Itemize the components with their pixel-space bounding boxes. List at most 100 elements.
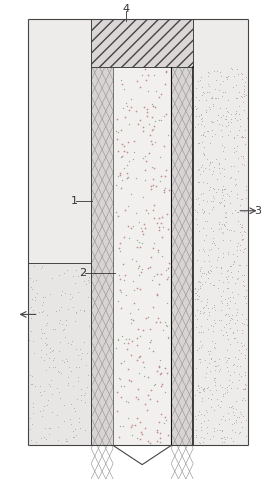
- Point: [84, 349, 89, 357]
- Point: [197, 165, 201, 173]
- Point: [149, 182, 154, 190]
- Point: [240, 232, 244, 240]
- Point: [119, 288, 123, 296]
- Point: [66, 266, 70, 274]
- Point: [234, 397, 238, 405]
- Point: [216, 185, 220, 193]
- Point: [79, 385, 84, 393]
- Point: [227, 227, 231, 234]
- Point: [86, 273, 91, 280]
- Point: [219, 198, 223, 205]
- Point: [197, 438, 201, 445]
- Point: [235, 326, 239, 334]
- Point: [70, 272, 75, 280]
- Point: [199, 328, 203, 336]
- Point: [216, 87, 221, 94]
- Point: [133, 393, 138, 400]
- Point: [136, 305, 140, 313]
- Point: [150, 206, 155, 214]
- Point: [237, 89, 241, 96]
- Point: [44, 379, 48, 387]
- Point: [195, 220, 200, 228]
- Point: [238, 411, 243, 418]
- Point: [64, 321, 68, 329]
- Point: [221, 111, 225, 119]
- Point: [201, 196, 205, 204]
- Text: 4: 4: [122, 4, 129, 13]
- Point: [231, 83, 235, 91]
- Point: [231, 134, 236, 141]
- Point: [79, 383, 83, 390]
- Point: [63, 289, 67, 297]
- Point: [62, 423, 67, 431]
- Point: [39, 433, 44, 441]
- Point: [82, 284, 87, 291]
- Point: [134, 285, 139, 292]
- Point: [75, 352, 80, 359]
- Point: [49, 367, 53, 375]
- Point: [118, 169, 123, 177]
- Point: [223, 210, 227, 217]
- Point: [222, 143, 227, 151]
- Point: [229, 162, 233, 170]
- Point: [238, 122, 242, 130]
- Point: [211, 102, 215, 110]
- Point: [44, 406, 48, 414]
- Point: [121, 85, 126, 92]
- Point: [72, 438, 76, 445]
- Point: [30, 314, 34, 322]
- Point: [217, 218, 221, 226]
- Point: [134, 243, 139, 251]
- Point: [197, 284, 202, 292]
- Point: [27, 363, 32, 371]
- Point: [39, 264, 44, 272]
- Point: [194, 105, 198, 113]
- Point: [205, 315, 209, 322]
- Point: [30, 372, 34, 379]
- Point: [215, 175, 219, 182]
- Point: [137, 218, 142, 226]
- Point: [230, 404, 235, 412]
- Point: [229, 115, 233, 123]
- Point: [56, 292, 60, 300]
- Point: [232, 135, 236, 142]
- Point: [74, 418, 78, 426]
- Point: [28, 366, 33, 374]
- Point: [60, 320, 65, 328]
- Point: [124, 335, 129, 343]
- Point: [233, 94, 238, 102]
- Point: [205, 217, 209, 225]
- Point: [83, 396, 87, 403]
- Point: [124, 161, 129, 169]
- Point: [221, 182, 225, 190]
- Point: [232, 368, 237, 376]
- Point: [215, 256, 219, 264]
- Point: [242, 351, 247, 359]
- Point: [61, 422, 65, 429]
- Point: [61, 425, 65, 433]
- Point: [201, 247, 206, 255]
- Point: [67, 348, 72, 356]
- Point: [69, 421, 73, 428]
- Point: [84, 296, 89, 303]
- Point: [218, 403, 222, 411]
- Point: [243, 133, 247, 141]
- Point: [193, 285, 197, 292]
- Point: [227, 193, 232, 200]
- Point: [61, 273, 66, 281]
- Point: [222, 166, 226, 173]
- Point: [198, 171, 202, 178]
- Point: [119, 153, 124, 161]
- Point: [210, 170, 214, 178]
- Point: [127, 234, 131, 241]
- Point: [194, 289, 198, 297]
- Point: [231, 409, 235, 416]
- Point: [68, 348, 73, 356]
- Point: [230, 66, 234, 73]
- Point: [244, 194, 248, 202]
- Point: [65, 437, 69, 445]
- Point: [150, 276, 154, 284]
- Point: [234, 419, 238, 426]
- Point: [59, 330, 63, 337]
- Point: [198, 190, 203, 198]
